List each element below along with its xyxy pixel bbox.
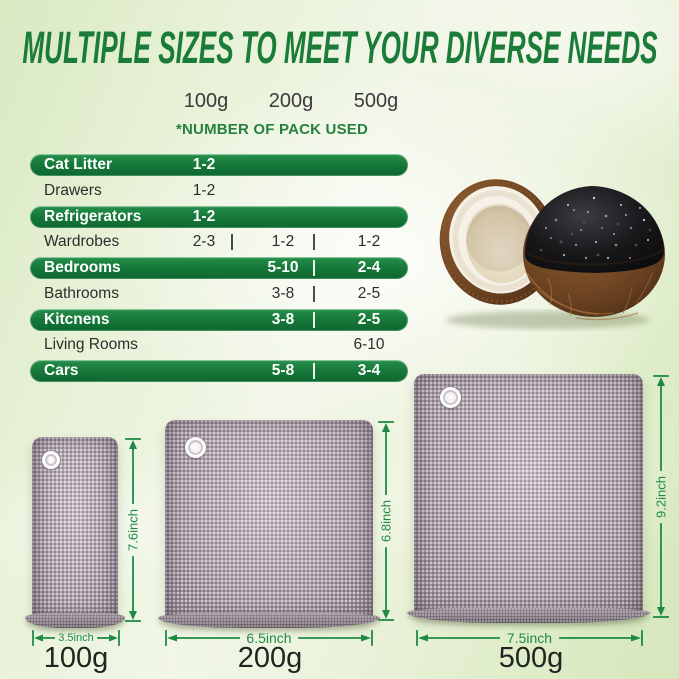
cell-200g: 5-8 (271, 362, 295, 379)
bag-grommet (440, 387, 461, 408)
table-row: Living Rooms 6-10 (30, 334, 408, 356)
column-header-500g: 500g (353, 90, 399, 112)
width-dimension-label: 6.5inch (246, 630, 292, 646)
table-row: Kitcnens 3-8 2-5 (30, 309, 408, 331)
table-row: Cat Litter 1-2 (30, 154, 408, 176)
cell-500g: 2-5 (357, 311, 381, 328)
column-separator-line (313, 286, 315, 302)
cell-200g: 3-8 (271, 311, 295, 328)
width-dimension-arrow-500g: 7.5inch (414, 629, 645, 647)
cell-100g: 1-2 (192, 208, 216, 225)
table-row: Cars 5-8 3-4 (30, 360, 408, 382)
table-row: Drawers 1-2 (30, 180, 408, 202)
row-label: Bedrooms (44, 259, 121, 276)
column-separator-line (231, 234, 233, 250)
cell-100g: 1-2 (192, 156, 216, 173)
bag-grommet (42, 451, 60, 469)
height-dimension-label: 6.8inch (378, 500, 394, 542)
width-dimension-label: 3.5inch (58, 632, 94, 644)
row-label: Refrigerators (44, 208, 142, 225)
column-header-200g: 200g (268, 90, 314, 112)
cell-200g: 1-2 (271, 233, 295, 250)
row-label: Cat Litter (44, 156, 113, 173)
width-dimension-arrow-200g: 6.5inch (163, 629, 375, 647)
bag-100g-image (25, 437, 125, 628)
bag-200g-image (158, 420, 380, 628)
bag-weight-label: 200g (237, 642, 303, 674)
height-dimension-label: 7.6inch (125, 509, 141, 551)
coconut-half-charcoal-icon (523, 186, 665, 321)
coconut-charcoal-image (426, 150, 676, 332)
height-dimension-arrow-500g: 9.2inch (650, 374, 672, 619)
table-row: Bathrooms 3-8 2-5 (30, 283, 408, 305)
cell-500g: 1-2 (357, 233, 381, 250)
pack-count-note: *NUMBER OF PACK USED (175, 121, 369, 138)
row-label: Living Rooms (44, 336, 138, 353)
width-dimension-arrow-100g: 3.5inch (30, 629, 122, 647)
bag-grommet (185, 437, 206, 458)
height-dimension-arrow-100g: 7.6inch (122, 437, 144, 623)
column-separator-line (313, 260, 315, 276)
row-label: Cars (44, 362, 79, 379)
height-dimension-arrow-200g: 6.8inch (375, 420, 397, 622)
row-label: Wardrobes (44, 233, 120, 250)
row-label: Kitcnens (44, 311, 110, 328)
table-row: Refrigerators 1-2 (30, 206, 408, 228)
column-separator-line (313, 363, 315, 379)
column-separator-line (313, 312, 315, 328)
row-label: Bathrooms (44, 285, 119, 302)
cell-500g: 6-10 (353, 336, 385, 353)
width-dimension-label: 7.5inch (506, 630, 553, 646)
cell-200g: 5-10 (267, 259, 299, 276)
bag-weight-label: 100g (43, 642, 109, 674)
page-title: MULTIPLE SIZES TO MEET YOUR DIVERSE NEED… (21, 22, 658, 73)
cell-500g: 2-5 (357, 285, 381, 302)
column-header-100g: 100g (183, 90, 229, 112)
bag-500g-image (407, 374, 650, 623)
height-dimension-label: 9.2inch (653, 475, 669, 518)
bag-weight-label: 500g (498, 642, 564, 674)
column-separator-line (313, 234, 315, 250)
row-label: Drawers (44, 182, 102, 199)
cell-200g: 3-8 (271, 285, 295, 302)
table-row: Wardrobes 2-3 1-2 1-2 (30, 231, 408, 253)
cell-500g: 3-4 (357, 362, 381, 379)
cell-500g: 2-4 (357, 259, 381, 276)
table-row: Bedrooms 5-10 2-4 (30, 257, 408, 279)
cell-100g: 1-2 (192, 182, 216, 199)
cell-100g: 2-3 (192, 233, 216, 250)
